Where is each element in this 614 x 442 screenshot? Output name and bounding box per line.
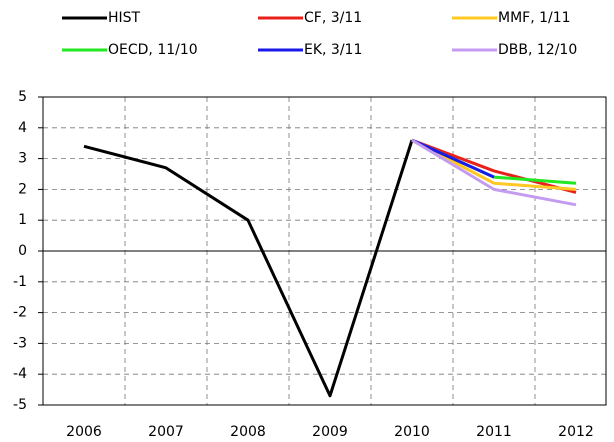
y-tick-label: -4 [13, 366, 27, 382]
legend-label: OECD, 11/10 [108, 42, 198, 58]
y-tick-label: -5 [13, 397, 27, 413]
legend-label: MMF, 1/11 [498, 10, 571, 26]
legend-label: CF, 3/11 [304, 10, 362, 26]
legend-label: HIST [108, 10, 141, 26]
y-tick-label: 0 [18, 243, 27, 259]
y-tick-label: -2 [13, 305, 27, 321]
y-tick-label: 3 [18, 151, 27, 167]
x-tick-label: 2011 [476, 424, 512, 440]
y-tick-label: 1 [18, 212, 27, 228]
y-tick-label: -1 [13, 274, 27, 290]
series-line [83, 139, 414, 398]
y-tick-label: 2 [18, 181, 27, 197]
x-tick-label: 2010 [394, 424, 430, 440]
y-tick-label: 5 [18, 89, 27, 105]
series-line [411, 138, 577, 207]
series-line [411, 138, 577, 194]
legend-label: DBB, 12/10 [498, 42, 577, 58]
x-tick-label: 2007 [148, 424, 184, 440]
y-tick-label: 4 [18, 120, 27, 136]
x-tick-label: 2009 [312, 424, 348, 440]
legend-label: EK, 3/11 [304, 42, 362, 58]
x-tick-label: 2012 [558, 424, 594, 440]
series-line [411, 138, 577, 191]
x-tick-label: 2008 [230, 424, 266, 440]
series-line [411, 138, 495, 179]
x-tick-label: 2006 [66, 424, 102, 440]
y-tick-label: -3 [13, 335, 27, 351]
